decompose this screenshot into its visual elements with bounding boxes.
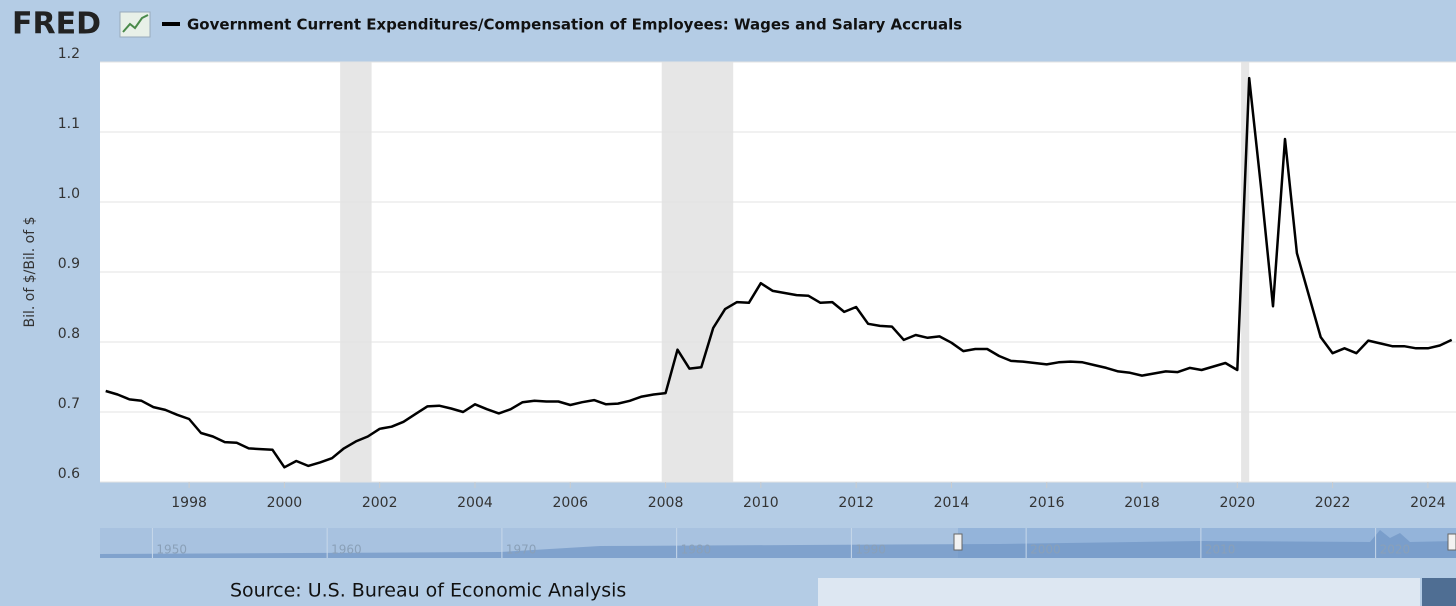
y-tick-label: 0.7 — [58, 396, 80, 412]
source-note: Source: U.S. Bureau of Economic Analysis — [230, 580, 626, 602]
y-tick-label: 0.9 — [58, 256, 80, 272]
navigator-label: 1960 — [331, 543, 362, 557]
navigator-handle[interactable] — [1447, 533, 1456, 551]
brand-icon — [119, 11, 151, 38]
x-tick-label: 1998 — [171, 495, 207, 511]
x-tick-label: 2018 — [1124, 495, 1160, 511]
brand-logo: FRED — [12, 7, 101, 42]
navigator-overview — [100, 530, 1456, 558]
y-tick-label: 1.0 — [58, 186, 80, 202]
x-tick-label: 2008 — [648, 495, 684, 511]
y-tick-label: 0.6 — [58, 466, 80, 482]
navigator-label: 2010 — [1205, 543, 1236, 557]
x-tick-label: 2024 — [1410, 495, 1446, 511]
x-tick-label: 2012 — [838, 495, 874, 511]
x-tick-label: 2006 — [552, 495, 588, 511]
navigator-label: 2020 — [1380, 543, 1411, 557]
navigator-label: 1970 — [506, 543, 537, 557]
x-tick-label: 2004 — [457, 495, 493, 511]
x-tick-label: 2002 — [362, 495, 398, 511]
x-tick-label: 2014 — [934, 495, 970, 511]
y-tick-label: 1.2 — [58, 46, 80, 62]
x-tick-label: 2016 — [1029, 495, 1065, 511]
panel — [818, 578, 1420, 606]
navigator-label: 1980 — [681, 543, 712, 557]
x-tick-label: 2010 — [743, 495, 779, 511]
navigator-label: 1950 — [156, 543, 187, 557]
panel-button[interactable] — [1422, 578, 1456, 606]
x-tick-label: 2022 — [1315, 495, 1351, 511]
navigator-handle[interactable] — [953, 533, 963, 551]
y-tick-label: 1.1 — [58, 116, 80, 132]
x-tick-label: 2000 — [267, 495, 303, 511]
series-line — [105, 76, 1453, 469]
legend-label: Government Current Expenditures/Compensa… — [187, 16, 962, 34]
x-tick-label: 2020 — [1219, 495, 1255, 511]
navigator-label: 2000 — [1030, 543, 1061, 557]
y-axis-label: Bil. of $/Bil. of $ — [22, 217, 38, 328]
y-tick-label: 0.8 — [58, 326, 80, 342]
navigator-label: 1990 — [855, 543, 886, 557]
